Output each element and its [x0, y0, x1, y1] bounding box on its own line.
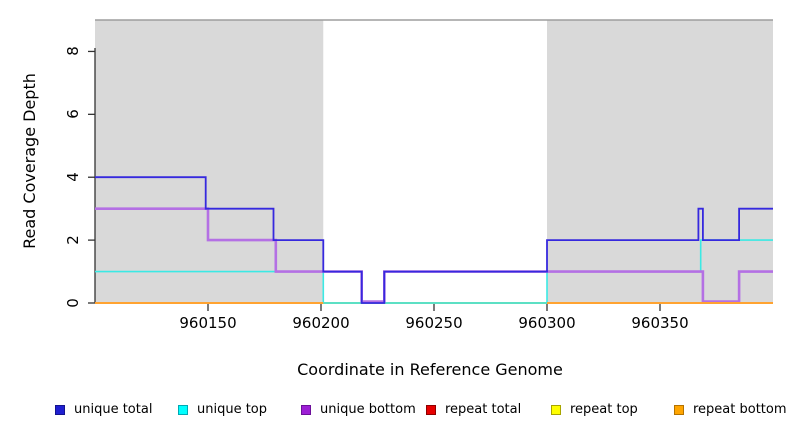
series-unique-bottom	[95, 207, 773, 303]
legend-swatch-icon	[426, 404, 436, 415]
y-tick-label: 8	[64, 46, 82, 57]
y-tick-label: 2	[64, 235, 82, 245]
legend-label: repeat total	[445, 402, 522, 417]
legend-label: unique total	[74, 402, 153, 417]
legend-item-unique-bottom: unique bottom	[301, 401, 416, 418]
x-tick-label: 960200	[292, 314, 350, 332]
series-unique-total	[95, 176, 773, 304]
y-tick-label: 0	[64, 298, 82, 308]
legend-item-repeat-bottom: repeat bottom	[674, 401, 787, 418]
legend-label: unique bottom	[320, 402, 416, 417]
legend-swatch-icon	[301, 404, 311, 415]
legend-swatch-icon	[55, 404, 65, 415]
legend-label: unique top	[197, 402, 268, 417]
legend-swatch-icon	[551, 404, 561, 415]
x-tick-label: 960150	[179, 314, 237, 332]
x-axis-title: Coordinate in Reference Genome	[297, 360, 563, 379]
x-tick-label: 960350	[631, 314, 689, 332]
legend-item-repeat-total: repeat total	[426, 401, 521, 418]
legend-swatch-icon	[674, 404, 684, 415]
y-tick-label: 6	[64, 109, 82, 120]
band-right	[547, 20, 773, 303]
legend-swatch-icon	[178, 404, 188, 415]
y-axis-title: Read Coverage Depth	[20, 73, 39, 249]
band-left	[95, 20, 324, 303]
legend-item-unique-total: unique total	[55, 401, 152, 418]
legend-label: repeat top	[570, 402, 638, 417]
legend-item-unique-top: unique top	[178, 401, 267, 418]
series-unique-top	[95, 239, 773, 304]
legend-label: repeat bottom	[693, 402, 787, 417]
y-tick-label: 4	[64, 172, 82, 182]
x-tick-label: 960300	[518, 314, 576, 332]
x-tick-label: 960250	[405, 314, 463, 332]
legend-item-repeat-top: repeat top	[551, 401, 638, 418]
